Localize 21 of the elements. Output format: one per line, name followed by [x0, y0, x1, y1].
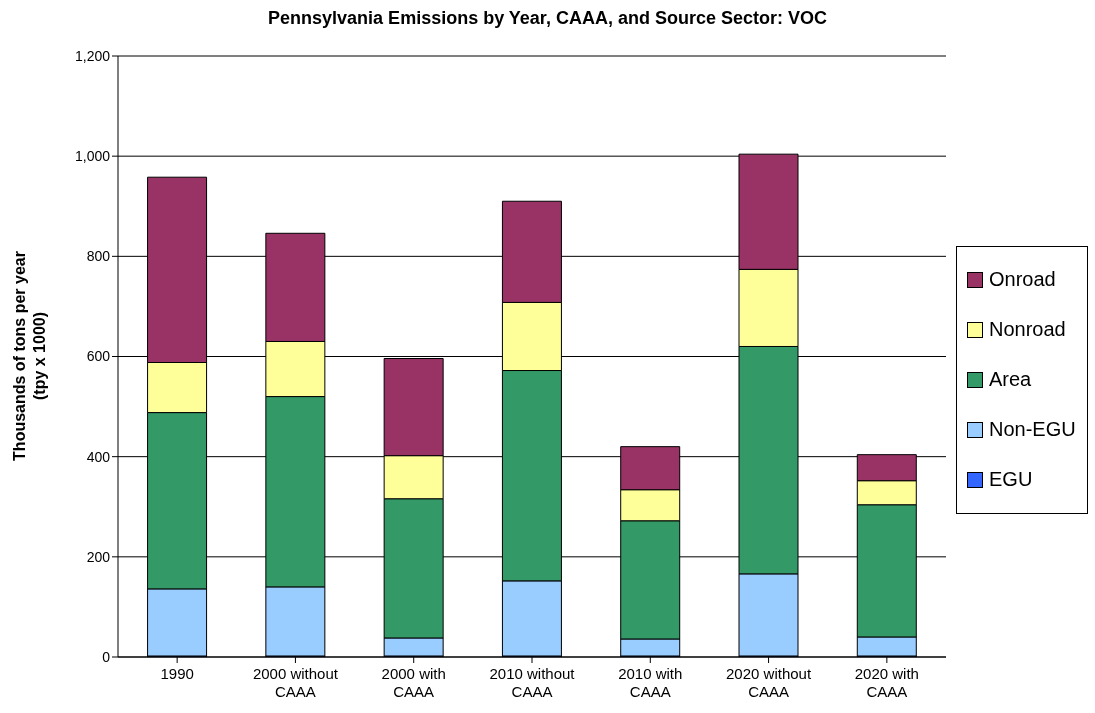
x-tick-label: 2000 with CAAA — [381, 665, 446, 700]
y-tick-label: 800 — [86, 248, 111, 265]
chart-title: Pennsylvania Emissions by Year, CAAA, and Source Sector: VOC — [267, 8, 828, 29]
x-tick-label: 1990 — [160, 665, 194, 682]
x-tick-label: 2020 without CAAA — [726, 665, 812, 700]
legend-label: Area — [989, 368, 1032, 391]
x-tick-label: 2000 without CAAA — [252, 665, 339, 700]
legend-label: Nonroad — [989, 318, 1066, 341]
legend-label: EGU — [989, 468, 1033, 491]
y-tick-label: 1,200 — [74, 47, 111, 64]
y-tick-label: 1,000 — [74, 148, 111, 165]
y-tick-label: 200 — [86, 548, 111, 565]
y-tick-label: 600 — [86, 348, 111, 365]
y-axis-title: Thousands of tons per year (tpy x 1000) — [11, 251, 48, 461]
legend-label: Onroad — [989, 268, 1056, 291]
x-tick-label: 2020 with CAAA — [854, 665, 919, 700]
x-tick-label: 2010 with CAAA — [618, 665, 683, 700]
legend-label: Non-EGU — [989, 418, 1076, 441]
y-tick-label: 400 — [86, 448, 111, 465]
x-tick-label: 2010 without CAAA — [489, 665, 576, 700]
y-tick-label: 0 — [102, 648, 111, 665]
